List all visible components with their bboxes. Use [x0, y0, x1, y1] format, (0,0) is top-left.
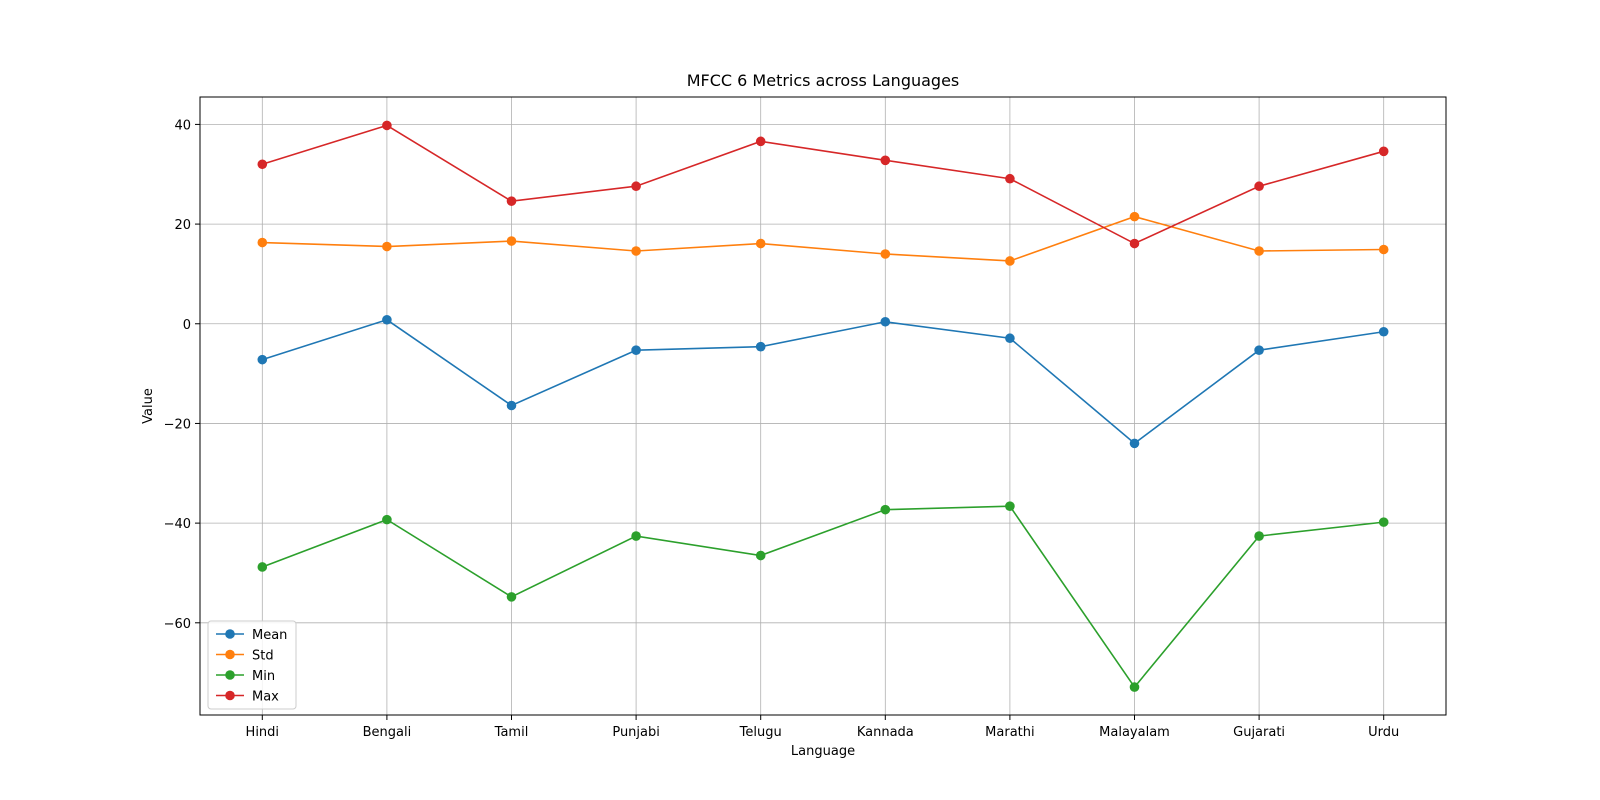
- data-point: [506, 592, 517, 602]
- data-point: [631, 531, 641, 541]
- legend-swatch-marker: [225, 649, 235, 660]
- legend-item-min: Min: [216, 669, 275, 684]
- data-point: [631, 246, 641, 256]
- data-point: [755, 341, 766, 352]
- legend-label: Min: [252, 669, 275, 684]
- series-std: [257, 211, 1389, 266]
- data-point: [1378, 146, 1389, 157]
- legend-item-max: Max: [216, 690, 279, 705]
- data-point: [1378, 326, 1389, 337]
- series-mean: [257, 314, 1389, 449]
- x-tick-label: Marathi: [985, 725, 1034, 740]
- series-line: [262, 318, 1384, 445]
- data-point: [880, 249, 891, 259]
- plot-area-frame: [199, 96, 1447, 716]
- data-point: [755, 550, 766, 561]
- y-tick-label: −20: [164, 417, 191, 432]
- x-tick-label: Kannada: [857, 725, 914, 740]
- data-point: [257, 237, 268, 248]
- legend-swatch-marker: [225, 629, 235, 639]
- data-point: [1005, 333, 1015, 344]
- y-tick-label: −60: [164, 617, 191, 632]
- data-point: [1378, 517, 1389, 527]
- data-point: [1129, 682, 1140, 692]
- data-point: [257, 354, 268, 365]
- data-point: [1254, 181, 1264, 192]
- y-tick-label: 40: [174, 118, 191, 133]
- data-point: [506, 400, 517, 411]
- x-tick-label: Telugu: [739, 725, 782, 740]
- series-line: [262, 215, 1384, 262]
- legend-item-mean: Mean: [216, 628, 287, 643]
- data-point: [257, 159, 268, 170]
- data-point: [506, 196, 517, 206]
- data-point: [382, 314, 392, 325]
- data-point: [382, 241, 392, 252]
- data-point: [1129, 238, 1140, 249]
- legend-swatch-marker: [225, 670, 235, 680]
- x-tick-label: Urdu: [1368, 725, 1399, 740]
- data-point: [1254, 246, 1264, 256]
- data-point: [1254, 531, 1264, 541]
- series-line: [262, 505, 1384, 689]
- axes: Hindi Bengali Tamil Punjabi Telugu Kannada Mar…: [164, 118, 1400, 740]
- data-point: [506, 236, 517, 246]
- data-point: [1129, 211, 1140, 222]
- series-min: [257, 501, 1389, 692]
- series-max: [257, 120, 1389, 249]
- x-axis-label: Language: [791, 744, 855, 759]
- data-point: [1005, 501, 1015, 511]
- chart-title: MFCC 6 Metrics across Languages: [687, 71, 960, 90]
- series-group: [257, 120, 1389, 692]
- x-tick-label: Tamil: [494, 725, 529, 740]
- y-tick-label: 20: [174, 218, 191, 233]
- legend-item-std: Std: [216, 649, 274, 664]
- data-point: [880, 504, 891, 515]
- data-point: [1005, 173, 1015, 184]
- x-tick-label: Malayalam: [1099, 725, 1170, 740]
- y-axis-label: Value: [141, 388, 156, 424]
- legend-label: Max: [252, 690, 279, 705]
- y-tick-label: −40: [164, 517, 191, 532]
- legend-label: Std: [252, 649, 274, 664]
- data-point: [631, 181, 641, 192]
- x-tick-label: Hindi: [246, 725, 280, 740]
- data-point: [382, 514, 392, 525]
- data-point: [880, 155, 891, 166]
- data-point: [1378, 244, 1389, 255]
- data-point: [755, 136, 766, 147]
- data-point: [880, 316, 891, 327]
- data-point: [382, 120, 392, 131]
- legend-label: Mean: [252, 628, 287, 643]
- data-point: [1129, 438, 1140, 449]
- x-tick-label: Gujarati: [1233, 725, 1285, 740]
- legend-swatch-marker: [225, 690, 235, 701]
- series-line: [262, 124, 1384, 245]
- data-point: [1254, 345, 1264, 355]
- x-tick-label: Punjabi: [612, 725, 660, 740]
- data-point: [1005, 256, 1015, 266]
- x-tick-label: Bengali: [363, 725, 412, 740]
- legend-box: [207, 620, 297, 710]
- data-point: [631, 345, 641, 355]
- legend: Mean Std Min Max: [207, 620, 297, 710]
- data-point: [257, 562, 268, 572]
- y-tick-label: 0: [183, 318, 191, 333]
- data-point: [755, 238, 766, 249]
